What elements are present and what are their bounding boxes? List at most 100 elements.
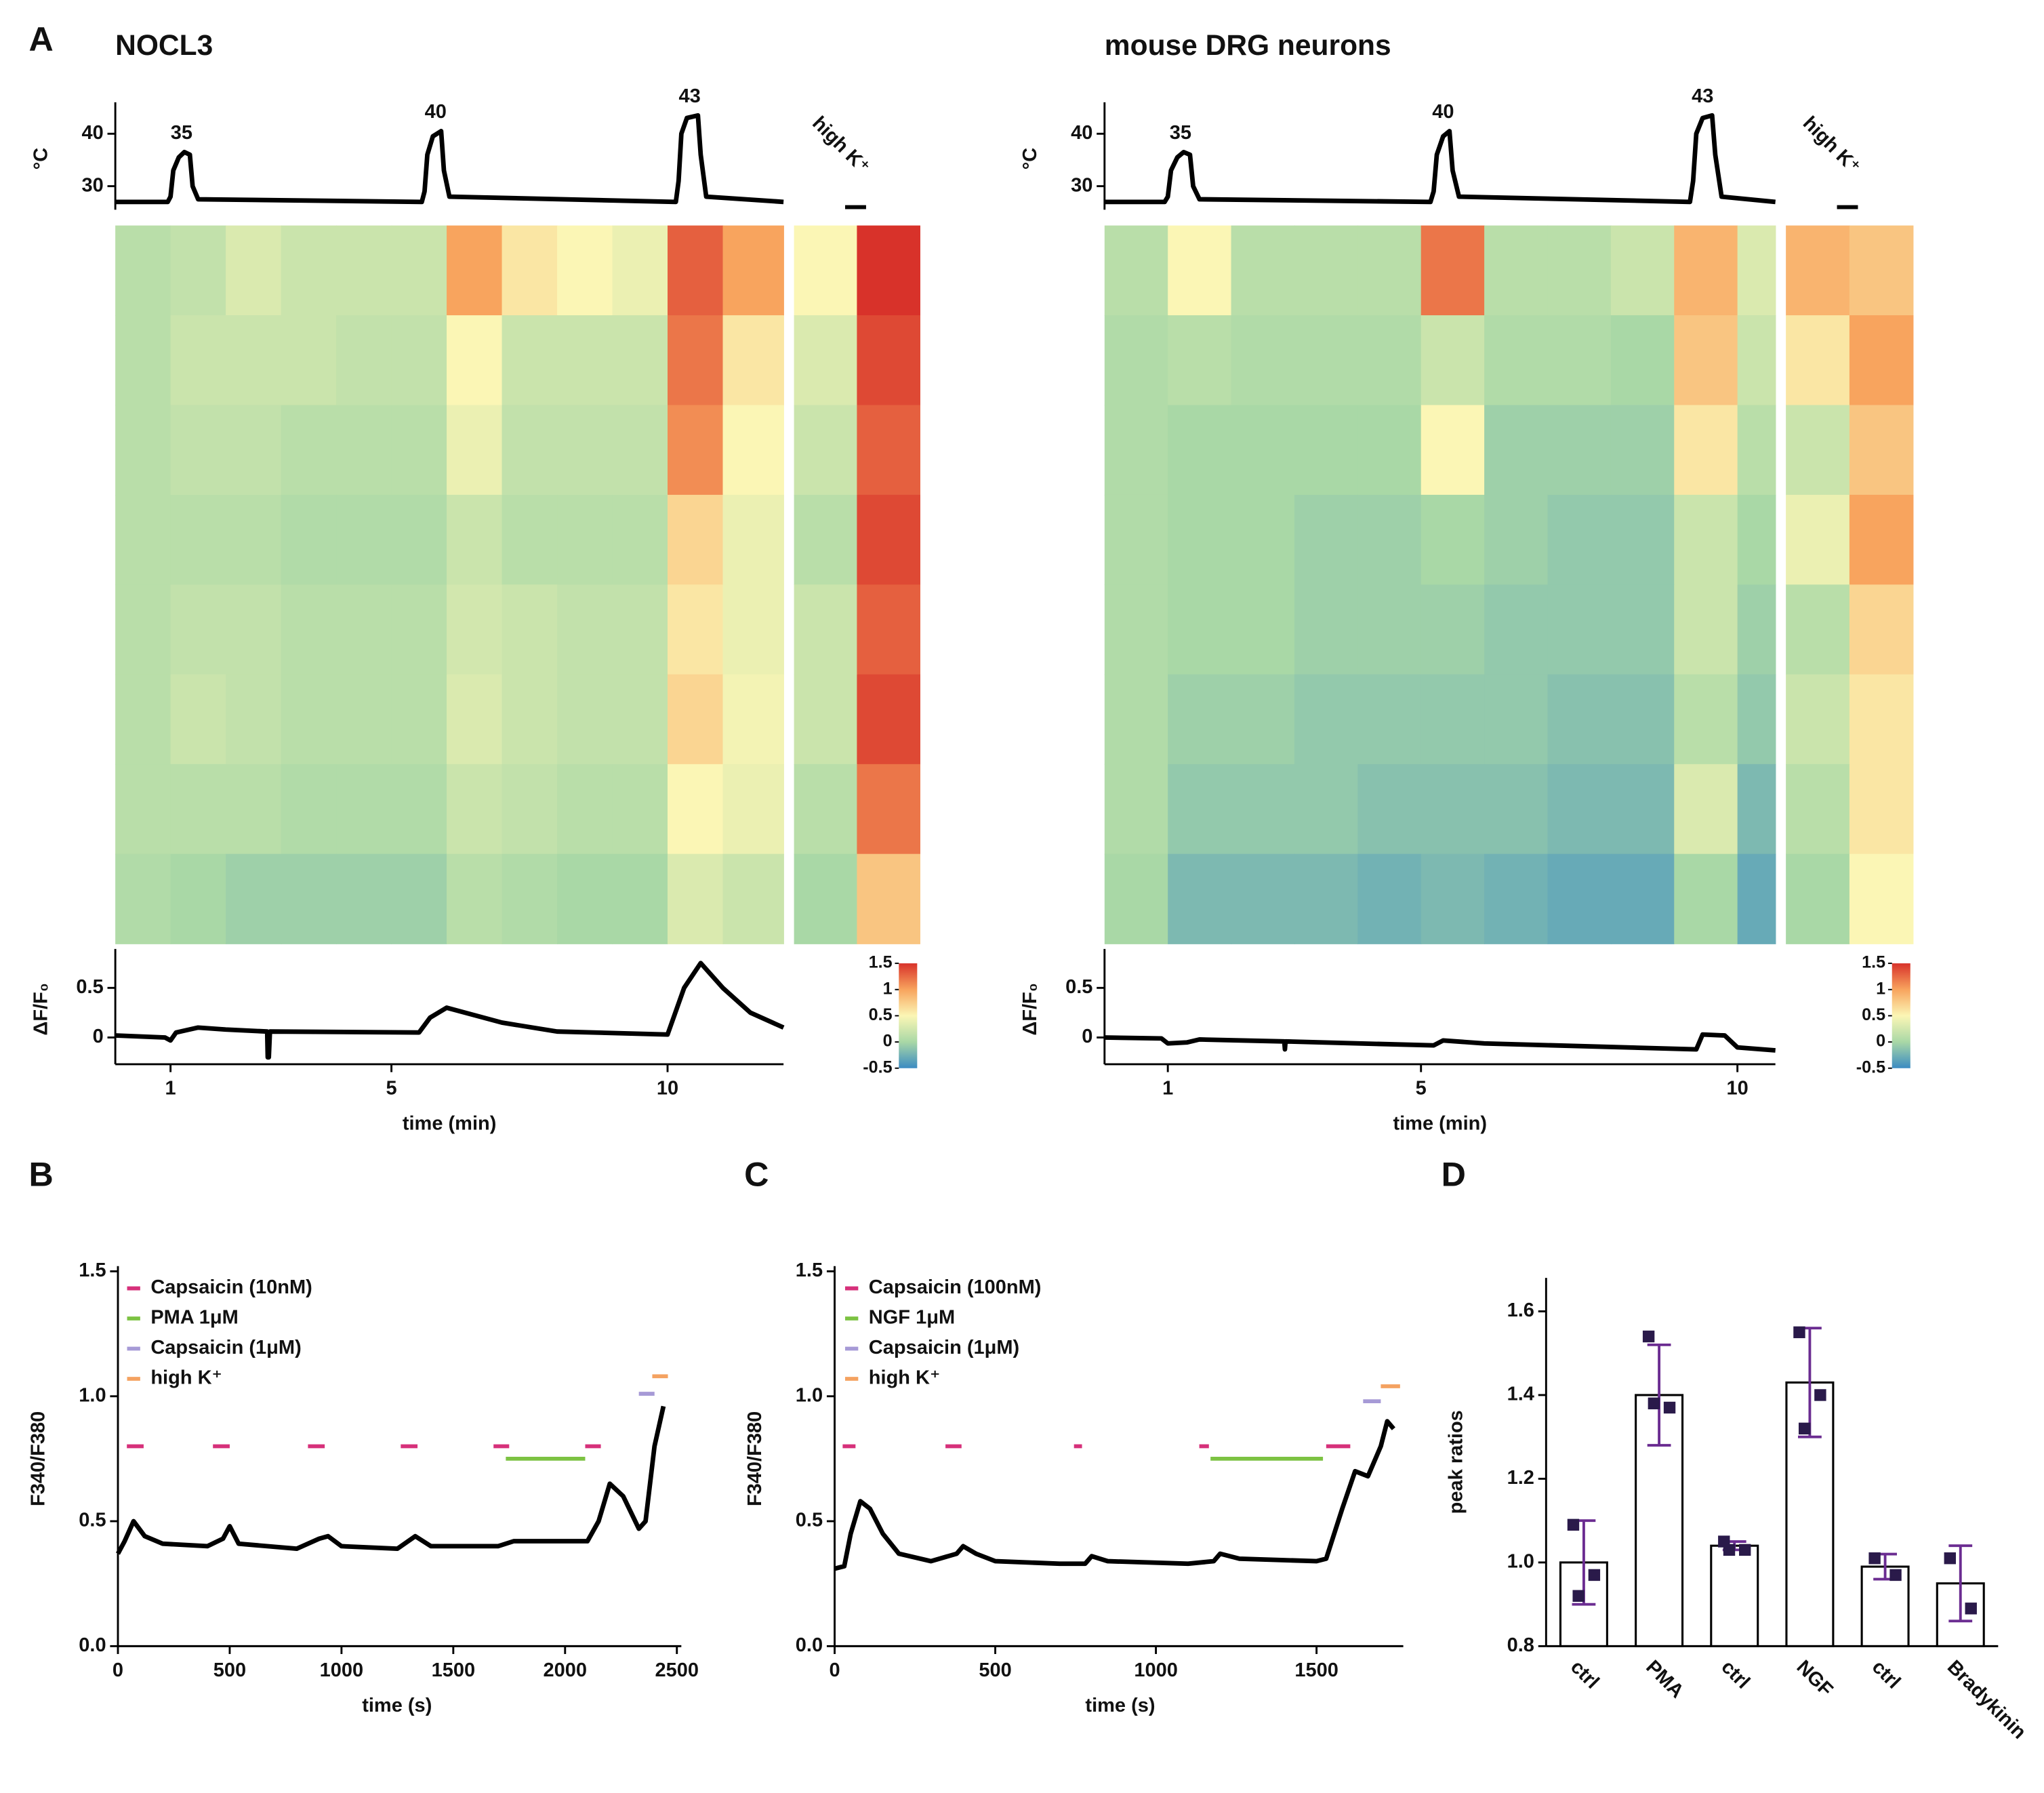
x-tick-label: Bradykinin	[1943, 1656, 2030, 1744]
heatmap-cell	[170, 405, 226, 496]
colorbar-tick-label: 1.5	[1862, 953, 1885, 972]
heatmap-cell	[612, 853, 668, 944]
x-tick-label: 1000	[1134, 1659, 1178, 1681]
heatmap-cell	[794, 225, 858, 316]
heatmap-cell	[502, 853, 558, 944]
legend-label: Capsaicin (10nM)	[150, 1276, 312, 1298]
heatmap-cell	[447, 225, 503, 316]
y-tick-label: 40	[81, 122, 103, 144]
heatmap-cell	[1786, 494, 1850, 586]
x-tick-label: 10	[657, 1077, 678, 1099]
heatmap-cell	[1104, 853, 1168, 944]
heatmap-cell	[1786, 405, 1850, 496]
heatmap-cell	[1610, 764, 1675, 855]
x-tick-label: 0	[829, 1659, 840, 1681]
heatmap-cell	[1357, 853, 1422, 944]
x-tick-label: 1500	[1294, 1659, 1338, 1681]
heatmap-cell	[1547, 674, 1612, 765]
heatmap-cell	[1484, 584, 1549, 675]
y-tick-label: 1.0	[1507, 1551, 1534, 1573]
heatmap-cell	[1674, 674, 1738, 765]
heatmap-cell	[1674, 494, 1738, 586]
heatmap-cell	[1737, 853, 1776, 944]
heatmap-cell	[722, 494, 784, 586]
trace	[116, 1405, 666, 1555]
heatmap-cell	[1674, 764, 1738, 855]
heatmap-cell	[1547, 764, 1612, 855]
heatmap-cell	[336, 764, 392, 855]
heatmap-cell	[1231, 674, 1295, 765]
heatmap-cell	[336, 584, 392, 675]
data-point	[1798, 1422, 1811, 1435]
heatmap-cell	[1168, 405, 1232, 496]
heatmap-cell	[1294, 674, 1359, 765]
heatmap-cell	[502, 494, 558, 586]
x-tick-label: ctrl	[1717, 1656, 1754, 1693]
heatmap-cell	[1786, 315, 1850, 406]
heatmap-cell	[1737, 584, 1776, 675]
data-point	[1648, 1397, 1660, 1410]
heatmap-cell	[502, 674, 558, 765]
heatmap-cell	[170, 225, 226, 316]
heatmap-cell	[1737, 225, 1776, 316]
heatmap-cell	[170, 853, 226, 944]
heatmap-cell	[1231, 225, 1295, 316]
heatmap-cell	[226, 674, 282, 765]
heatmap-cell	[857, 584, 920, 675]
heatmap-cell	[115, 584, 171, 675]
x-axis-label: time (min)	[1393, 1113, 1487, 1135]
x-tick-label: 1	[165, 1077, 176, 1099]
heatmap-cell	[1420, 853, 1485, 944]
heatmap-cell	[1610, 853, 1675, 944]
heatmap-cell	[391, 853, 447, 944]
heatmap-cell	[502, 584, 558, 675]
heatmap-cell	[1737, 494, 1776, 586]
heatmap-cell	[1420, 584, 1485, 675]
x-axis-label: time (s)	[1085, 1695, 1155, 1716]
data-point	[1588, 1569, 1601, 1582]
heatmap-cell	[722, 853, 784, 944]
heatmap-cell	[857, 225, 920, 316]
heatmap-cell	[1849, 853, 1914, 944]
heatmap-cell	[1674, 853, 1738, 944]
colorbar	[1892, 963, 1910, 1068]
heatmap-cell	[1231, 764, 1295, 855]
heatmap-cell	[1484, 225, 1549, 316]
data-point	[1965, 1603, 1977, 1615]
y-tick-label: 1.0	[796, 1384, 823, 1406]
heatmap-cell	[1420, 225, 1485, 316]
heatmap-cell	[1674, 315, 1738, 406]
heatmap-cell	[857, 315, 920, 406]
heatmap-cell	[1420, 315, 1485, 406]
heatmap-cell	[1849, 225, 1914, 316]
legend-label: Capsaicin (1μM)	[150, 1337, 301, 1358]
trace	[1104, 113, 1776, 205]
heatmap-cell	[226, 584, 282, 675]
heatmap-cell	[115, 674, 171, 765]
heatmap-cell	[1168, 853, 1232, 944]
heatmap-cell	[612, 494, 668, 586]
heatmap-cell	[794, 853, 858, 944]
data-point	[1814, 1389, 1826, 1401]
data-point	[1663, 1401, 1676, 1414]
y-tick-label: 0.0	[796, 1634, 823, 1656]
heatmap-cell	[447, 494, 503, 586]
x-tick-label: 5	[1416, 1077, 1427, 1099]
y-tick-label: 1.5	[79, 1260, 106, 1281]
heatmap-cell	[557, 494, 613, 586]
heatmap-cell	[1231, 494, 1295, 586]
y-axis-label: ΔF/F₀	[30, 983, 52, 1035]
heatmap-cell	[1484, 764, 1549, 855]
heatmap-cell	[391, 764, 447, 855]
heatmap-cell	[557, 405, 613, 496]
y-tick-label: 0.5	[796, 1510, 823, 1531]
heatmap-cell	[668, 315, 724, 406]
heatmap-cell	[612, 225, 668, 316]
heatmap-cell	[722, 764, 784, 855]
heatmap-cell	[226, 225, 282, 316]
heatmap-cell	[1849, 405, 1914, 496]
heatmap-cell	[1357, 494, 1422, 586]
y-tick-label: 0.5	[1065, 976, 1092, 998]
heatmap-cell	[1420, 674, 1485, 765]
heatmap-cell	[1168, 494, 1232, 586]
